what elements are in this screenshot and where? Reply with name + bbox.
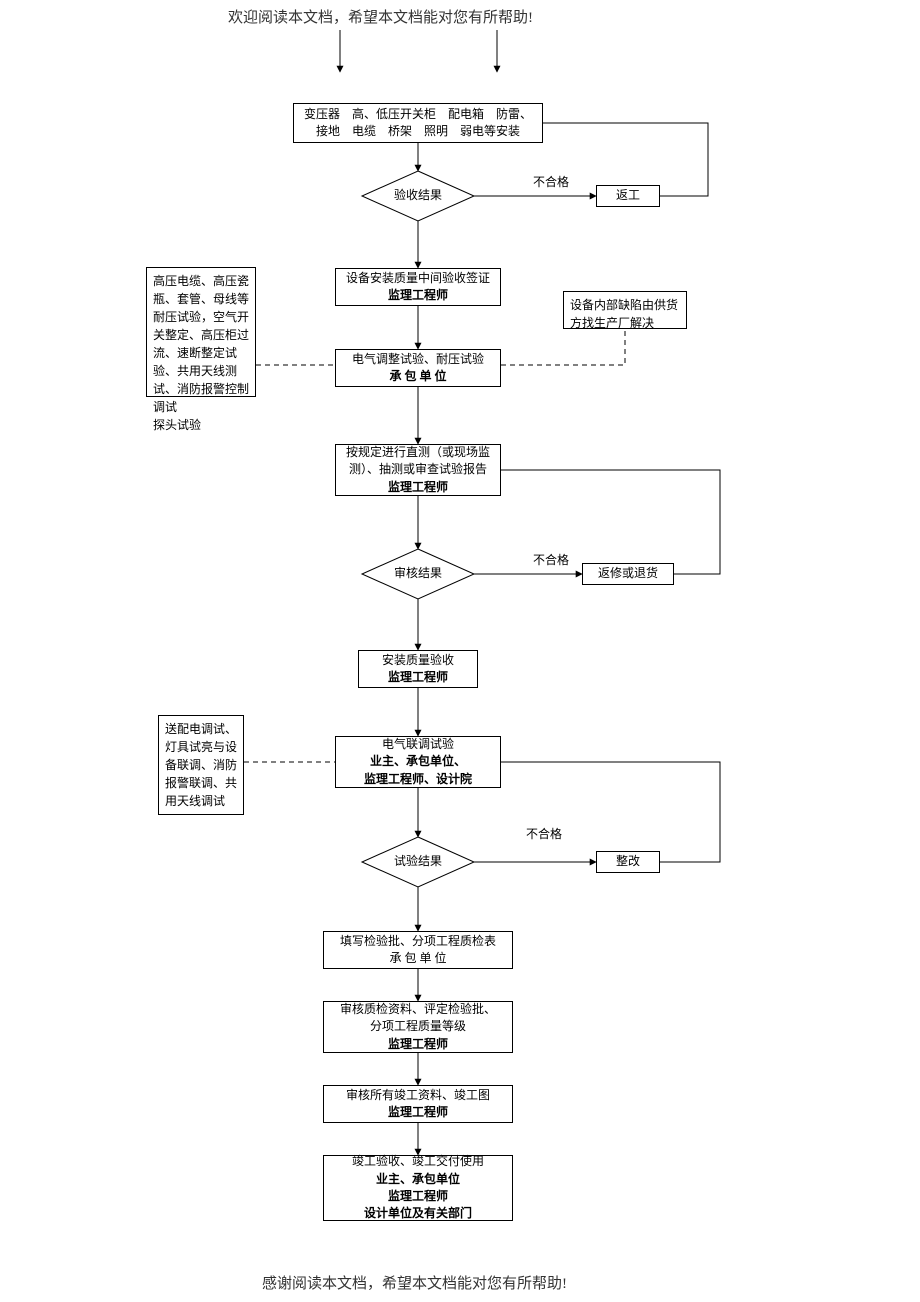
decision-d_review: 审核结果 bbox=[362, 549, 474, 599]
node-inspect: 按规定进行直测（或现场监测）、抽测或审查试验报告监理工程师 bbox=[335, 444, 501, 496]
node-return_repair: 返修或退货 bbox=[582, 563, 674, 585]
page-header: 欢迎阅读本文档，希望本文档能对您有所帮助! bbox=[228, 6, 533, 27]
sidenote-left2: 送配电调试、灯具试亮与设备联调、消防报警联调、共用天线调试 bbox=[158, 715, 244, 815]
svg-text:试验结果: 试验结果 bbox=[394, 853, 442, 868]
sidenote-left1: 高压电缆、高压瓷瓶、套管、母线等耐压试验，空气开关整定、高压柜过流、速断整定试验… bbox=[146, 267, 256, 397]
decision-d_accept: 验收结果 bbox=[362, 171, 474, 221]
node-joint_test: 电气联调试验业主、承包单位、监理工程师、设计院 bbox=[335, 736, 501, 788]
svg-text:审核结果: 审核结果 bbox=[394, 565, 442, 580]
node-review_final: 审核所有竣工资料、竣工图监理工程师 bbox=[323, 1085, 513, 1123]
node-review_material: 审核质检资料、评定检验批、分项工程质量等级监理工程师 bbox=[323, 1001, 513, 1053]
svg-text:验收结果: 验收结果 bbox=[394, 187, 442, 202]
page-footer: 感谢阅读本文档，希望本文档能对您有所帮助! bbox=[262, 1272, 567, 1293]
node-mid_sign: 设备安装质量中间验收签证监理工程师 bbox=[335, 268, 501, 306]
edge-label-fail1: 不合格 bbox=[533, 173, 569, 190]
flowchart-canvas: 欢迎阅读本文档，希望本文档能对您有所帮助! 感谢阅读本文档，希望本文档能对您有所… bbox=[0, 0, 920, 1302]
sidenote-right1: 设备内部缺陷由供货方找生产厂解决 bbox=[563, 291, 687, 329]
node-install_accept: 安装质量验收监理工程师 bbox=[358, 650, 478, 688]
decision-d_test: 试验结果 bbox=[362, 837, 474, 887]
node-install: 变压器 高、低压开关柜 配电箱 防雷、接地 电缆 桥架 照明 弱电等安装 bbox=[293, 103, 543, 143]
node-completion: 竣工验收、竣工交付使用业主、承包单位监理工程师设计单位及有关部门 bbox=[323, 1155, 513, 1221]
node-rework: 返工 bbox=[596, 185, 660, 207]
node-fill_forms: 填写检验批、分项工程质检表承 包 单 位 bbox=[323, 931, 513, 969]
edge-label-fail2: 不合格 bbox=[533, 551, 569, 568]
node-rectify: 整改 bbox=[596, 851, 660, 873]
node-adj_test: 电气调整试验、耐压试验承 包 单 位 bbox=[335, 349, 501, 387]
edge-label-fail3: 不合格 bbox=[526, 825, 562, 842]
